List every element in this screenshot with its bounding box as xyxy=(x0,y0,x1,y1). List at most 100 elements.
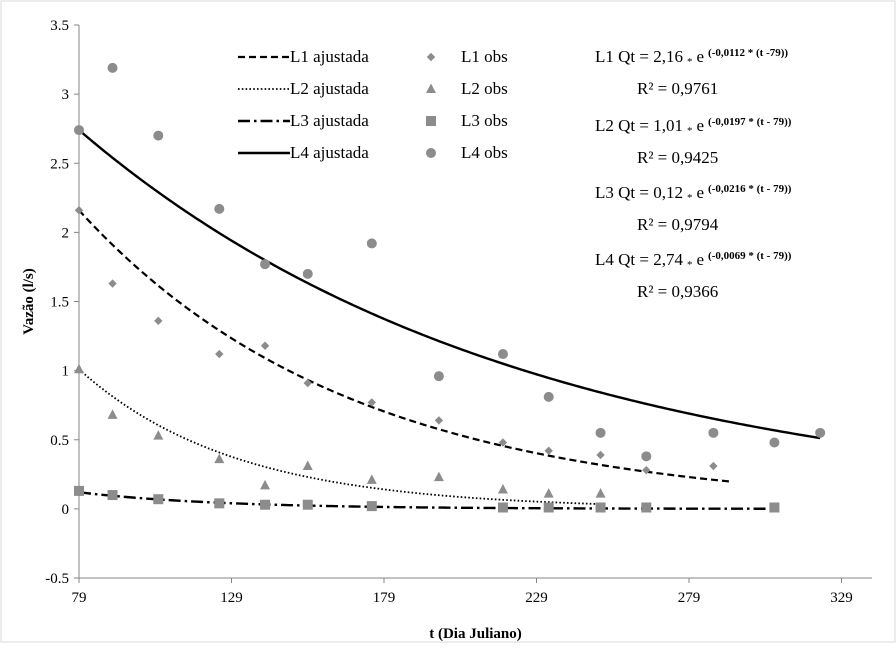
data-point-l4 xyxy=(708,427,719,438)
legend-label-obs-3: L3 obs xyxy=(461,111,508,130)
x-axis-title: t (Dia Juliano) xyxy=(429,626,522,642)
equation-exponent: (-0,0197 * (t - 79)) xyxy=(708,116,792,128)
data-point-l2 xyxy=(74,363,84,374)
equation-prefix: L2 Qt = 1,01 xyxy=(595,116,683,135)
equations: L1 Qt = 2,16 * e (-0,0112 * (t -79))R² = 0,… xyxy=(595,47,792,301)
equation-r2-l4: R² = 0,9366 xyxy=(637,282,718,301)
data-point-l4 xyxy=(641,451,652,462)
data-point-l2 xyxy=(260,479,271,490)
legend-label-obs-1: L1 obs xyxy=(461,47,508,66)
data-point-l4 xyxy=(302,268,313,279)
equation-prefix: L1 Qt = 2,16 xyxy=(595,47,683,66)
legend-label-obs-4: L4 obs xyxy=(461,143,508,162)
data-point-l4 xyxy=(543,391,554,402)
y-tick-label: 2.5 xyxy=(50,156,69,172)
equation-multiply: * xyxy=(687,192,693,204)
equation-exponent: (-0,0112 * (t -79)) xyxy=(708,47,788,59)
axes-layer: -0.5 0 0.5 1 1.5 2 2.5 3 3.5 79 129 179 229 279 329 t (… xyxy=(21,18,872,642)
equation-r2-l2: R² = 0,9425 xyxy=(637,148,718,167)
legend-marker-obs-3 xyxy=(426,116,436,126)
data-point-l3 xyxy=(214,498,225,509)
data-point-l2 xyxy=(302,460,313,471)
data-point-l2 xyxy=(433,471,444,482)
data-point-l4 xyxy=(815,427,826,438)
x-tick-label: 129 xyxy=(220,590,243,606)
data-point-l2 xyxy=(595,488,606,498)
data-point-l1 xyxy=(260,341,270,350)
equation-r2-l1: R² = 0,9761 xyxy=(637,79,718,98)
data-point-l1 xyxy=(367,398,376,407)
y-tick-label: 3 xyxy=(62,87,70,103)
data-point-l3 xyxy=(769,502,780,513)
equation-multiply: * xyxy=(687,259,693,271)
data-point-l3 xyxy=(366,501,377,512)
legend-marker-obs-2 xyxy=(426,83,436,93)
data-point-l4 xyxy=(433,371,444,382)
data-point-l2 xyxy=(107,409,118,419)
equation-multiply: * xyxy=(687,56,693,68)
y-tick-label: 1 xyxy=(62,364,70,380)
data-point-l2 xyxy=(497,484,508,494)
data-point-l4 xyxy=(153,130,164,141)
legend-label-fit-3: L3 ajustada xyxy=(290,111,369,130)
x-tick-label: 229 xyxy=(525,590,548,606)
fit-line-3 xyxy=(78,491,775,510)
data-point-l3 xyxy=(497,502,508,513)
data-point-l1 xyxy=(709,461,718,471)
data-point-l4 xyxy=(497,349,508,360)
data-point-l1 xyxy=(74,206,84,215)
equation-l3: L3 Qt = 0,12 * e (-0,0216 * (t - 79)) xyxy=(595,183,792,204)
equation-l4: L4 Qt = 2,74 * e (-0,0069 * (t - 79)) xyxy=(595,250,792,271)
data-point-l4 xyxy=(74,125,84,136)
data-point-l3 xyxy=(153,494,164,505)
data-point-l1 xyxy=(154,316,163,326)
data-point-l3 xyxy=(74,485,84,496)
legend: L1 ajustada L1 obs L2 ajustada L2 obs L3 aju… xyxy=(238,47,508,162)
data-point-l1 xyxy=(108,279,117,288)
data-point-l4 xyxy=(107,62,118,73)
x-tick-label: 179 xyxy=(373,590,396,606)
equation-l1: L1 Qt = 2,16 * e (-0,0112 * (t -79)) xyxy=(595,47,788,68)
equation-e: e xyxy=(696,250,704,269)
data-point-l3 xyxy=(107,490,118,501)
legend-marker-obs-4 xyxy=(426,148,436,158)
fit-line-1 xyxy=(78,209,732,483)
data-point-l2 xyxy=(214,453,225,464)
data-point-l4 xyxy=(260,259,271,270)
y-tick-label: 2 xyxy=(62,225,70,241)
equation-prefix: L3 Qt = 0,12 xyxy=(595,183,683,202)
data-point-l3 xyxy=(543,502,554,513)
data-point-l3 xyxy=(302,499,313,510)
equation-l2: L2 Qt = 1,01 * e (-0,0197 * (t - 79)) xyxy=(595,116,792,137)
data-point-l1 xyxy=(303,378,312,388)
data-point-l4 xyxy=(595,427,606,438)
data-point-l2 xyxy=(366,474,377,484)
data-point-l1 xyxy=(215,349,224,359)
legend-label-fit-4: L4 ajustada xyxy=(290,143,369,162)
y-tick-label: 0.5 xyxy=(50,433,69,449)
data-point-l1 xyxy=(596,450,605,460)
equation-prefix: L4 Qt = 2,74 xyxy=(595,250,683,269)
data-point-l1 xyxy=(544,446,553,456)
data-point-l1 xyxy=(642,465,651,475)
observation-points xyxy=(74,62,826,513)
equation-exponent: (-0,0069 * (t - 79)) xyxy=(708,250,792,262)
data-point-l4 xyxy=(366,238,377,249)
data-point-l2 xyxy=(543,488,554,498)
equation-multiply: * xyxy=(687,125,693,137)
data-point-l1 xyxy=(498,438,508,447)
legend-marker-obs-1 xyxy=(426,52,436,62)
data-point-l3 xyxy=(595,502,606,513)
equation-e: e xyxy=(696,183,704,202)
equation-r2-l3: R² = 0,9794 xyxy=(637,215,719,234)
data-point-l4 xyxy=(769,437,780,448)
equation-e: e xyxy=(696,47,704,66)
y-tick-label: 3.5 xyxy=(50,18,69,34)
y-tick-label: 0 xyxy=(62,502,70,518)
legend-label-fit-2: L2 ajustada xyxy=(290,79,369,98)
legend-label-fit-1: L1 ajustada xyxy=(290,47,369,66)
y-tick-label: 1.5 xyxy=(50,295,69,311)
data-point-l2 xyxy=(153,430,164,440)
